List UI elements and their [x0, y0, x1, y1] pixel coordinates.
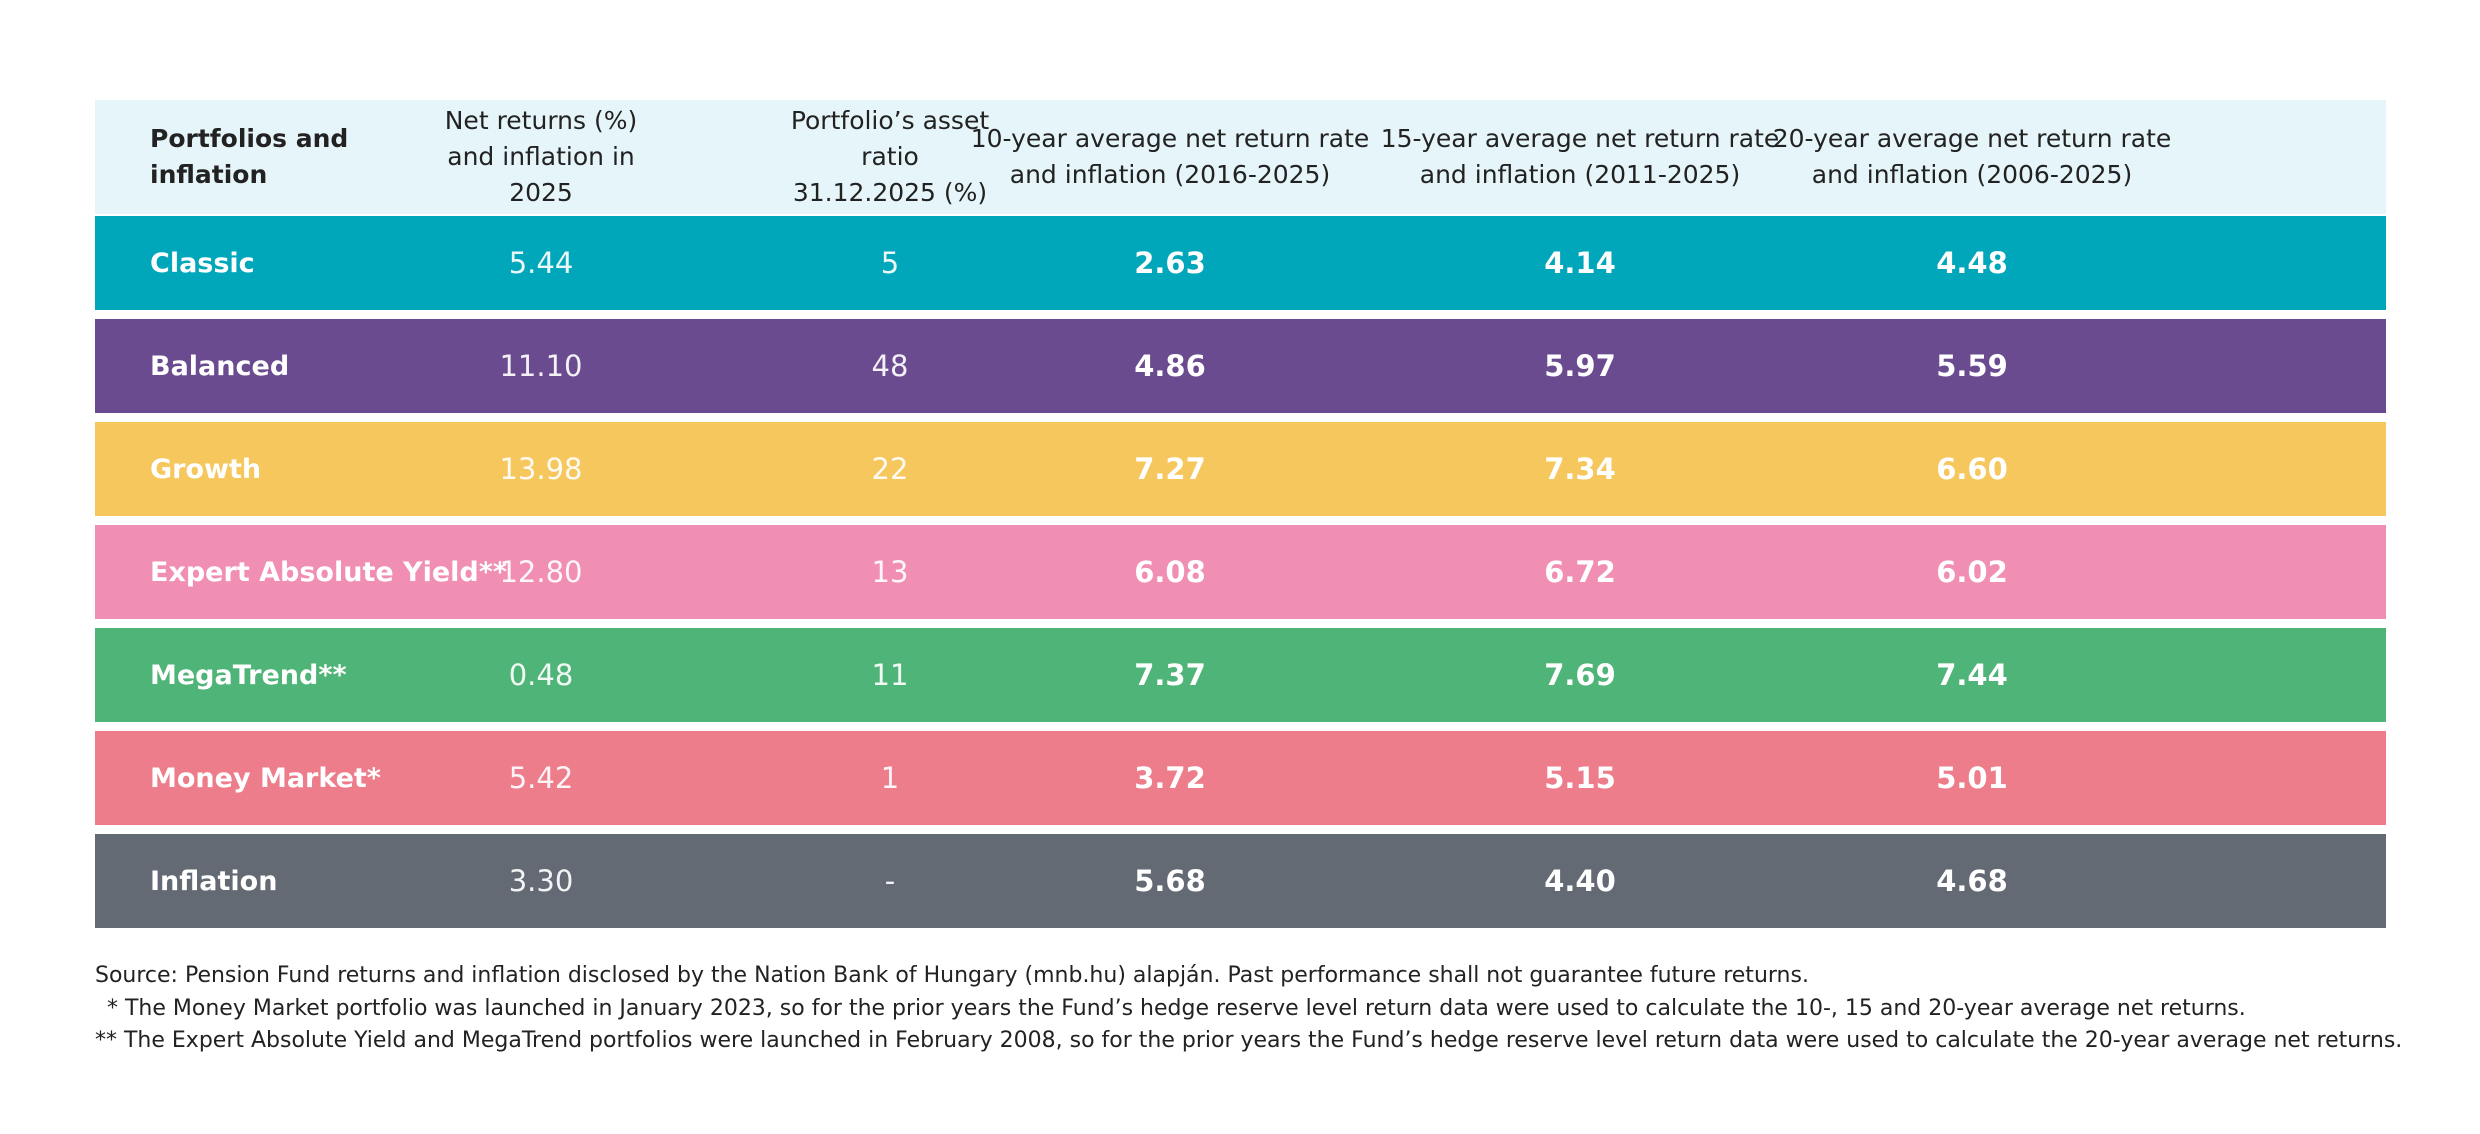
table-cell: 7.69 — [1544, 658, 1616, 692]
table-cell: 2.63 — [1134, 246, 1206, 280]
table-row: Money Market* 5.42 1 3.72 5.15 5.01 — [95, 731, 2386, 825]
row-label: MegaTrend** — [150, 659, 347, 691]
table-cell: 5.59 — [1936, 349, 2008, 383]
header-cell: 20-year average net return rate and infl… — [1772, 124, 2172, 189]
table-cell: 11.10 — [499, 349, 583, 383]
table-cell: 5.97 — [1544, 349, 1616, 383]
table-cell: 7.34 — [1544, 452, 1616, 486]
table-cell: 6.08 — [1134, 555, 1206, 589]
table-cell: 5 — [880, 246, 900, 280]
table-cell: 5.68 — [1134, 864, 1206, 898]
table-cell: 5.44 — [508, 246, 574, 280]
table-cell: 7.37 — [1134, 658, 1206, 692]
header-cell: 15-year average net return rate and infl… — [1380, 124, 1780, 189]
footnote: ** The Expert Absolute Yield and MegaTre… — [95, 1028, 2403, 1053]
table-cell: 4.48 — [1936, 246, 2008, 280]
table-row: Expert Absolute Yield** 12.80 13 6.08 6.72 6.… — [95, 525, 2386, 619]
row-label: Growth — [150, 453, 262, 485]
header-cell: Portfolio’s asset ratio 31.12.2025 (%) — [790, 106, 990, 207]
table-cell: 7.27 — [1134, 452, 1206, 486]
table-cell: 4.40 — [1544, 864, 1616, 898]
table-cell: 5.15 — [1544, 761, 1616, 795]
row-label: Balanced — [150, 350, 290, 382]
table-cell: 7.44 — [1936, 658, 2008, 692]
header-cell: Portfolios and inflation — [150, 124, 349, 189]
table-cell: 4.86 — [1134, 349, 1206, 383]
table-row: MegaTrend** 0.48 11 7.37 7.69 7.44 — [95, 628, 2386, 722]
row-label: Expert Absolute Yield** — [150, 556, 507, 588]
table-cell: 4.14 — [1544, 246, 1616, 280]
table-cell: 3.30 — [508, 864, 574, 898]
table-cell: 3.72 — [1134, 761, 1206, 795]
table-cell: 5.01 — [1936, 761, 2008, 795]
table-row: Growth 13.98 22 7.27 7.34 6.60 — [95, 422, 2386, 516]
table-cell: 13.98 — [499, 452, 583, 486]
table-row: Classic 5.44 5 2.63 4.14 4.48 — [95, 216, 2386, 310]
header-cell: 10-year average net return rate and infl… — [970, 124, 1370, 189]
table-row: Inflation 3.30 - 5.68 4.40 4.68 — [95, 834, 2386, 928]
row-label: Inflation — [150, 865, 278, 897]
table-row: Balanced 11.10 48 4.86 5.97 5.59 — [95, 319, 2386, 413]
table-header: Portfolios and inflation Net returns (%) … — [95, 100, 2386, 214]
table-cell: 5.42 — [508, 761, 574, 795]
row-label: Money Market* — [150, 762, 381, 794]
header-cell: Net returns (%) and inflation in 2025 — [444, 106, 638, 207]
table-cell: 48 — [871, 349, 909, 383]
table-cell: 1 — [880, 761, 900, 795]
table-cell: 4.68 — [1936, 864, 2008, 898]
table-cell: 6.02 — [1936, 555, 2008, 589]
table-cell: 11 — [871, 658, 909, 692]
table-cell: 12.80 — [499, 555, 583, 589]
table-cell: 0.48 — [508, 658, 574, 692]
table-cell: 13 — [871, 555, 909, 589]
table-cell: - — [884, 864, 896, 898]
table-cell: 6.72 — [1544, 555, 1616, 589]
footnote: * The Money Market portfolio was launche… — [107, 996, 2246, 1021]
table-cell: 6.60 — [1936, 452, 2008, 486]
row-label: Classic — [150, 247, 255, 279]
footnote: Source: Pension Fund returns and inflati… — [95, 963, 1809, 988]
table-cell: 22 — [871, 452, 909, 486]
